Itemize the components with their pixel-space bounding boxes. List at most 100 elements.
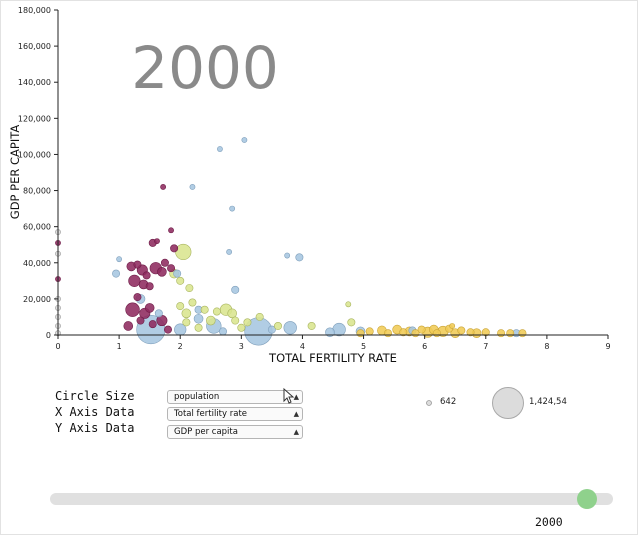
circle-size-label: Circle Size [55, 389, 135, 403]
year-title: 2000 [131, 34, 279, 102]
x-tick-label: 7 [483, 342, 488, 351]
y-tick-label: 100,000 [18, 150, 51, 159]
chevron-updown-icon: ▲︎ [293, 393, 299, 401]
data-point-group-1 [125, 302, 140, 317]
data-point-group-1 [133, 293, 142, 302]
x-axis-data-value: Total fertility rate [174, 409, 248, 419]
data-point-group-3 [188, 298, 197, 307]
data-point-group-4 [518, 329, 527, 338]
data-point-group-3 [212, 307, 221, 316]
chevron-updown-icon: ▲︎ [293, 428, 299, 436]
year-slider-handle[interactable] [576, 489, 597, 509]
x-axis-ticks: 0 1 2 3 4 5 6 7 8 9 [55, 335, 611, 351]
x-tick-label: 5 [361, 342, 366, 351]
data-point-group-1 [123, 321, 134, 331]
y-tick-label: 180,000 [18, 6, 51, 15]
data-point-group-2 [173, 269, 182, 278]
x-tick-label: 8 [544, 342, 549, 351]
data-point-group-4 [449, 323, 456, 329]
y-tick-label: 160,000 [18, 42, 51, 51]
data-point-group-2 [219, 327, 227, 336]
data-point-group-2 [267, 325, 276, 334]
data-point-group-2 [229, 205, 236, 212]
circle-size-value: population [174, 392, 220, 402]
data-point-group-1 [144, 303, 155, 313]
data-point-group-3 [200, 305, 209, 314]
data-point-group-1 [148, 320, 157, 329]
year-slider-track[interactable] [50, 493, 613, 505]
x-axis-data-select[interactable]: Total fertility rate ▲︎ [167, 407, 303, 421]
data-point-group-4 [506, 329, 515, 338]
data-point-group-1 [168, 227, 174, 234]
data-point-group-3 [176, 302, 185, 311]
data-point-group-1 [136, 316, 145, 325]
data-point-group-1 [167, 264, 176, 273]
data-point-group-2 [295, 253, 304, 262]
data-point-group-4 [417, 325, 426, 334]
y-axis-title: GDP PER CAPITA [8, 125, 22, 220]
data-point-group-3 [182, 318, 191, 327]
x-tick-label: 4 [300, 342, 305, 351]
data-point-group-2 [231, 285, 240, 294]
data-point-group-4 [432, 329, 441, 338]
data-point-group-4 [466, 328, 475, 337]
data-point-group-3 [237, 323, 246, 332]
data-point-group-1 [142, 271, 151, 280]
data-point-group-3 [176, 276, 185, 285]
circle-size-select[interactable]: population ▲︎ [167, 390, 303, 404]
data-point-group-2 [116, 256, 123, 263]
data-points [55, 137, 527, 346]
data-point-group-4 [365, 327, 374, 336]
size-legend-small-circle [426, 400, 432, 406]
x-tick-label: 1 [117, 342, 122, 351]
data-point-group-3 [185, 284, 194, 293]
data-point-group-2 [332, 322, 346, 337]
chevron-updown-icon: ▲︎ [293, 410, 299, 418]
data-point-group-3 [243, 318, 252, 327]
data-point-group-3 [255, 312, 264, 321]
data-point-group-3 [194, 323, 203, 332]
data-point-group-1 [145, 282, 154, 291]
data-point-group-4 [399, 328, 408, 337]
x-tick-label: 6 [422, 342, 427, 351]
data-point-group-3 [274, 321, 282, 330]
cursor-icon [283, 387, 295, 404]
data-point-group-1 [160, 258, 169, 267]
data-point-group-1 [160, 184, 167, 190]
x-axis-title: TOTAL FERTILITY RATE [268, 351, 397, 365]
data-point-group-1 [133, 260, 142, 269]
y-tick-label: 120,000 [18, 114, 51, 123]
data-point-group-2 [284, 252, 291, 259]
data-point-group-3 [345, 301, 352, 308]
data-point-group-4 [384, 329, 392, 338]
data-point-group-2 [193, 313, 204, 324]
x-tick-label: 2 [178, 342, 183, 351]
x-tick-label: 9 [605, 342, 610, 351]
data-point-group-1 [157, 267, 167, 277]
data-point-group-2 [112, 269, 121, 278]
y-tick-label: 20,000 [23, 295, 51, 304]
x-axis-data-label: X Axis Data [55, 405, 135, 419]
data-point-group-3 [347, 318, 356, 327]
x-tick-label: 0 [55, 342, 60, 351]
y-axis-data-label: Y Axis Data [55, 421, 135, 435]
data-point-group-4 [457, 326, 466, 335]
x-tick-label: 3 [239, 342, 244, 351]
size-legend-large-circle [492, 387, 524, 419]
data-point-group-4 [497, 329, 506, 338]
data-point-group-2 [189, 184, 196, 190]
y-axis-data-select[interactable]: GDP per capita ▲︎ [167, 425, 303, 439]
data-point-group-2 [154, 309, 163, 318]
scatter-chart: 2000 0 1 2 3 4 5 6 7 8 9 0 20,000 40,000 60,000 80,00… [8, 6, 611, 365]
data-point-group-3 [175, 243, 192, 261]
data-point-group-1 [164, 325, 172, 334]
y-tick-label: 0 [46, 331, 51, 340]
data-point-group-1 [154, 238, 160, 245]
size-legend-large-label: 1,424,54 [529, 397, 567, 407]
slider-year-label: 2000 [535, 515, 563, 529]
size-legend-small-label: 642 [440, 397, 457, 407]
y-tick-label: 140,000 [18, 78, 51, 87]
y-axis-ticks: 0 20,000 40,000 60,000 80,000 100,000 120,000 1… [18, 6, 58, 340]
data-point-group-1 [170, 244, 179, 253]
data-point-group-2 [226, 249, 233, 255]
